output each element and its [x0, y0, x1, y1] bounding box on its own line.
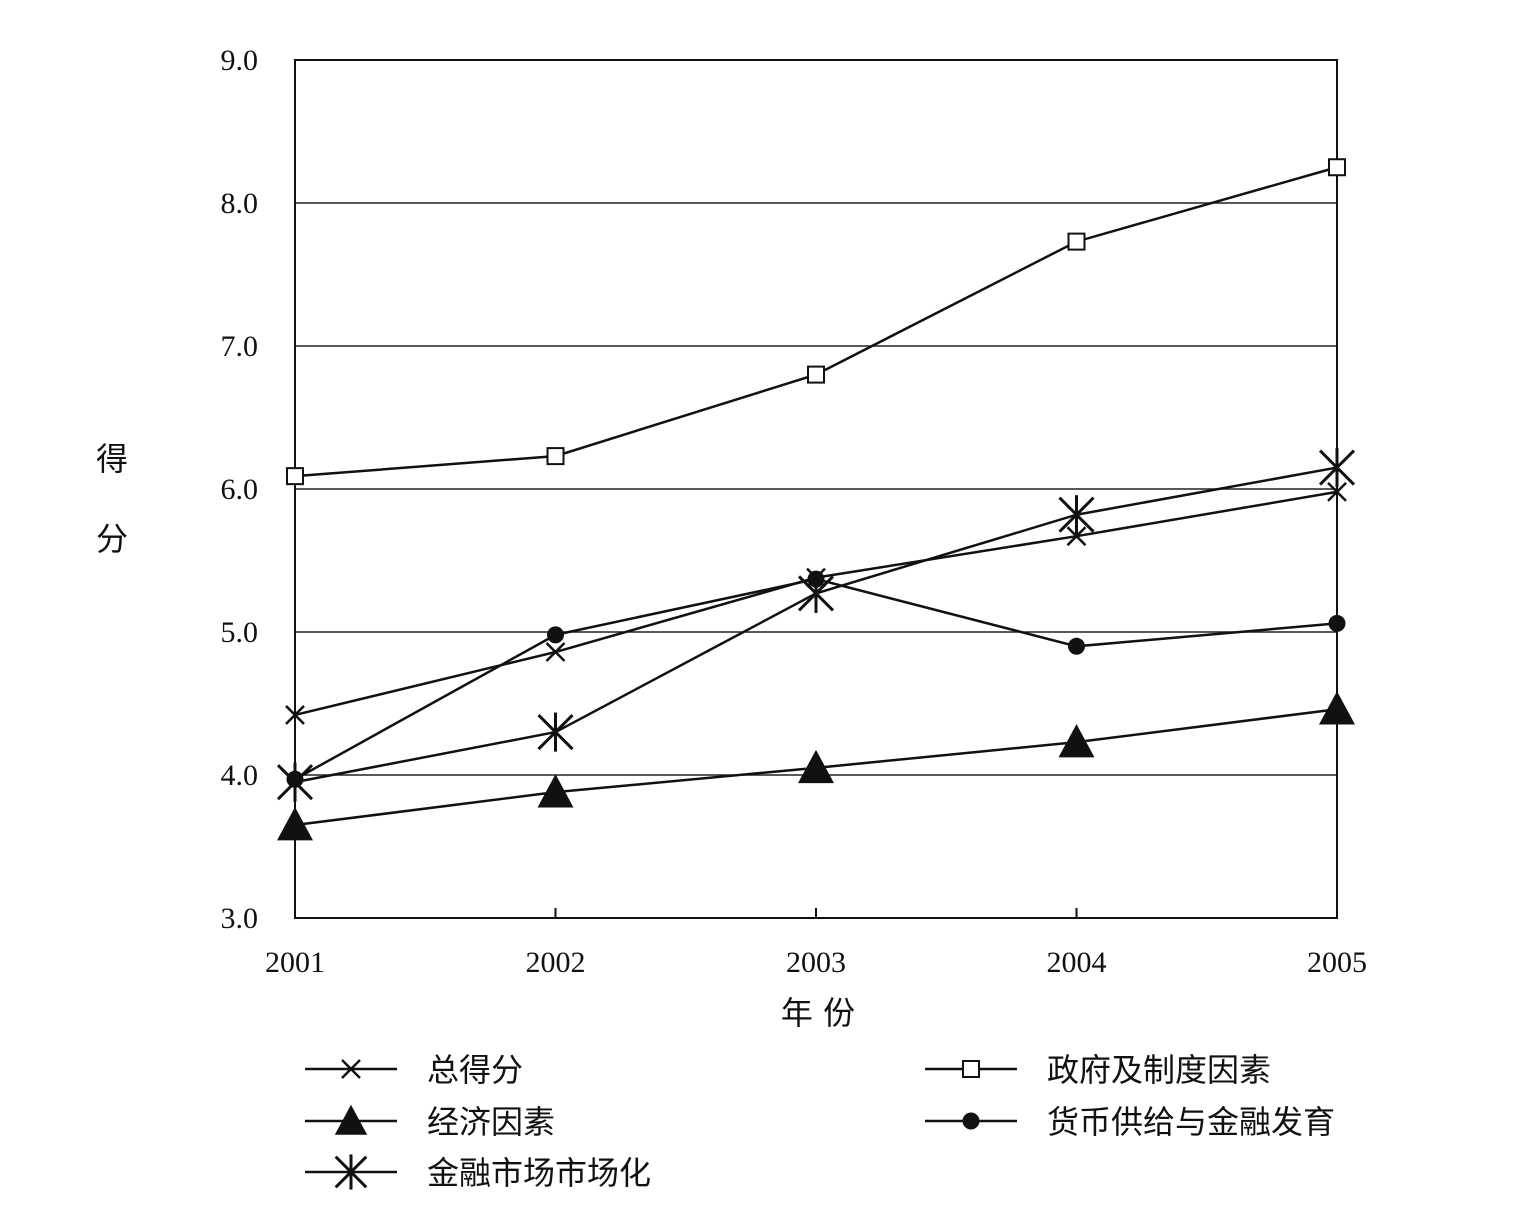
data-point-filled-triangle [1319, 691, 1355, 725]
data-point-asterisk [276, 762, 314, 802]
legend-item: 货币供给与金融发育 [925, 1103, 1335, 1141]
data-point-open-square [807, 365, 825, 384]
series-line [294, 466, 1338, 784]
data-point-open-square [962, 1060, 980, 1078]
y-tick-label: 3.0 [221, 902, 259, 935]
x-tick-label: 2003 [786, 946, 846, 979]
data-point-asterisk [1318, 448, 1356, 488]
legend-label: 经济因素 [427, 1103, 555, 1141]
data-point-filled-triangle [798, 749, 834, 784]
series-line [294, 166, 1338, 478]
y-axis-ticks: 3.0 4.0 5.0 6.0 7.0 8.0 9.0 [221, 44, 259, 935]
y-tick-label: 9.0 [221, 44, 259, 77]
data-point-x [545, 642, 566, 662]
grid-lines [295, 202, 1337, 776]
data-point-open-square [1328, 158, 1346, 177]
series-5 [276, 448, 1356, 802]
data-point-filled-circle [1328, 614, 1346, 632]
x-axis-label: 年 份 [781, 994, 855, 1032]
y-axis-label-char-1: 得 [96, 440, 128, 478]
y-tick-label: 4.0 [221, 759, 259, 792]
legend-item: 政府及制度因素 [925, 1051, 1271, 1089]
data-point-filled-circle [962, 1112, 980, 1130]
legend-item: 经济因素 [305, 1103, 555, 1141]
y-tick-label: 7.0 [221, 330, 259, 363]
data-point-x [1066, 526, 1087, 547]
y-tick-label: 5.0 [221, 616, 259, 649]
y-tick-label: 6.0 [221, 473, 259, 506]
x-tick-label: 2005 [1307, 946, 1367, 979]
data-point-filled-triangle [277, 807, 313, 841]
y-axis-label-char-2: 分 [96, 520, 128, 558]
x-axis-ticks: 2001 2002 2003 2004 2005 [265, 908, 1367, 979]
data-point-asterisk [797, 573, 835, 613]
series-2 [286, 158, 1346, 486]
legend-label: 总得分 [427, 1051, 523, 1089]
series-lines [276, 158, 1356, 841]
data-point-x [1327, 481, 1347, 502]
data-point-x [285, 705, 305, 725]
data-point-open-square [286, 467, 304, 486]
legend-label: 金融市场市场化 [427, 1154, 651, 1192]
data-point-asterisk [334, 1154, 368, 1190]
data-point-open-square [546, 447, 565, 466]
legend-label: 货币供给与金融发育 [1047, 1103, 1335, 1141]
x-tick-label: 2002 [526, 946, 586, 979]
data-point-filled-circle [547, 626, 564, 644]
data-point-asterisk [537, 712, 574, 752]
series-3 [277, 691, 1355, 841]
data-point-x [341, 1059, 361, 1079]
data-point-filled-circle [1068, 637, 1085, 655]
data-point-filled-triangle [334, 1104, 368, 1135]
legend-item: 金融市场市场化 [305, 1154, 651, 1192]
legend-label: 政府及制度因素 [1047, 1051, 1271, 1089]
legend-item: 总得分 [305, 1051, 523, 1089]
y-tick-label: 8.0 [221, 187, 259, 220]
data-point-asterisk [1058, 495, 1095, 535]
data-point-filled-triangle [1058, 724, 1095, 758]
x-tick-label: 2001 [265, 946, 325, 979]
data-point-filled-triangle [537, 774, 574, 808]
x-tick-label: 2004 [1047, 946, 1107, 979]
data-point-open-square [1067, 232, 1086, 251]
